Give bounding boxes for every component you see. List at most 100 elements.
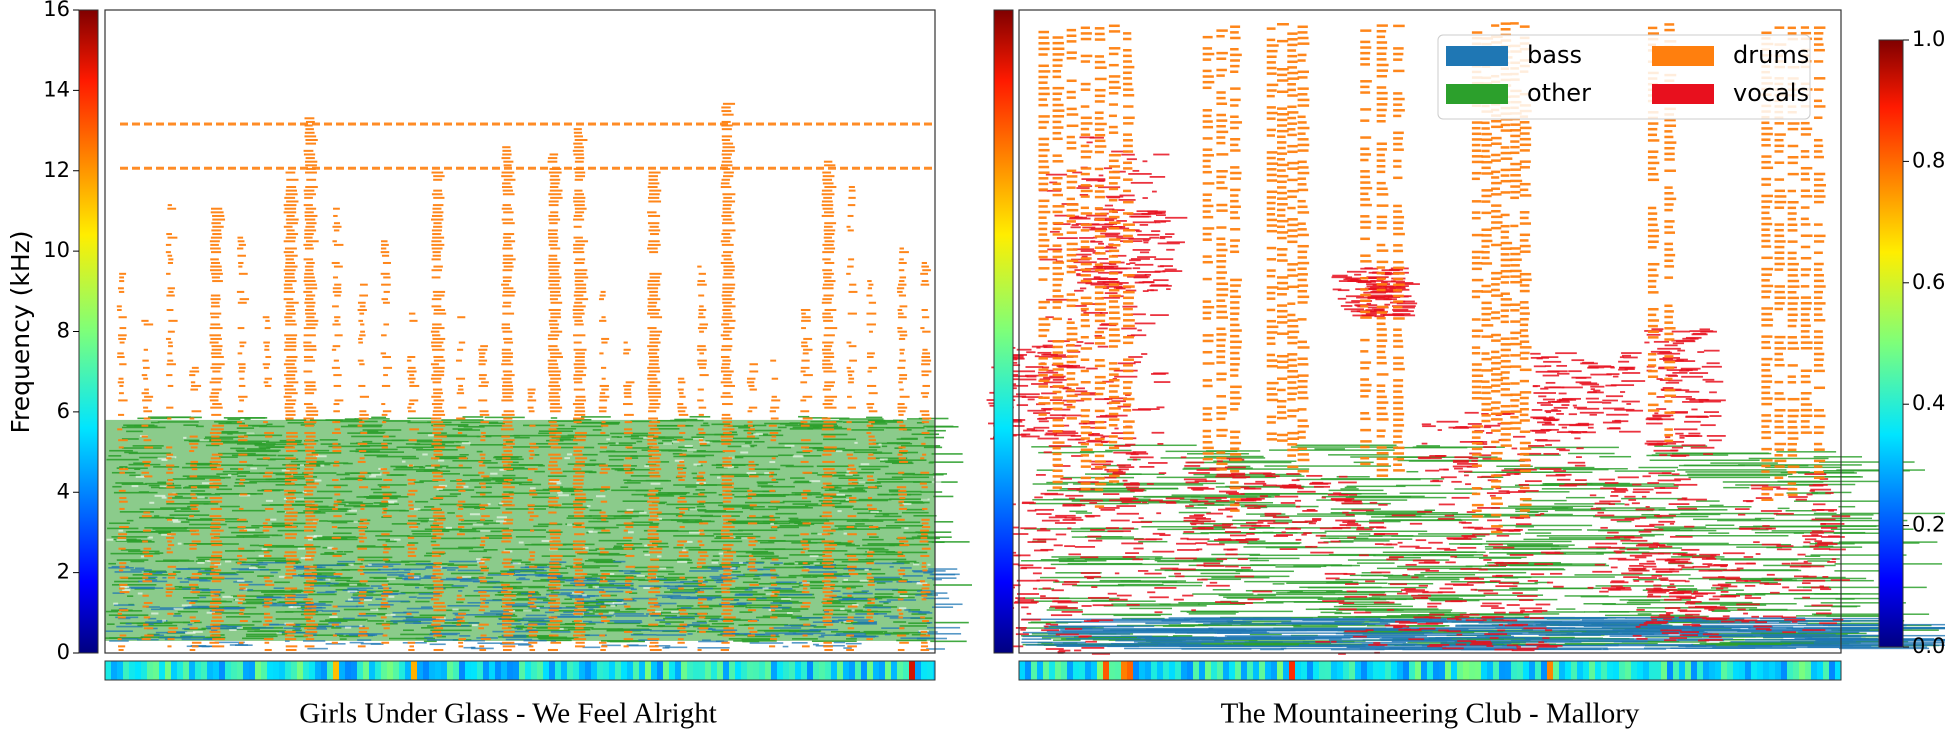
mask-texture (700, 443, 707, 445)
mask-texture (600, 385, 609, 387)
mask-texture (890, 617, 923, 619)
mask-texture (1677, 506, 1752, 508)
mask-texture (835, 506, 852, 508)
mask-texture (567, 523, 572, 525)
mask-texture (922, 396, 928, 398)
mask-texture (306, 385, 316, 387)
mask-texture (304, 280, 316, 282)
mask-texture (383, 302, 390, 304)
mask-texture (589, 515, 629, 517)
mask-texture (383, 479, 392, 481)
mask-texture (575, 606, 584, 608)
mask-texture (723, 627, 734, 629)
mask-texture (286, 432, 298, 434)
mask-texture (501, 175, 512, 177)
mask-texture (284, 197, 295, 199)
mask-texture (898, 591, 907, 593)
mask-texture (678, 587, 684, 589)
mask-texture (358, 385, 365, 387)
mask-texture (877, 478, 902, 480)
mask-texture (624, 572, 641, 574)
mask-texture (624, 606, 630, 608)
mask-texture (502, 454, 513, 456)
mask-texture (698, 588, 714, 590)
mask-texture (431, 457, 439, 459)
mask-texture (360, 566, 365, 568)
mask-texture (503, 475, 516, 477)
mask-texture (397, 446, 439, 448)
mask-texture (117, 559, 149, 561)
mask-texture (549, 540, 560, 542)
mask-texture (673, 456, 705, 458)
mask-texture (305, 425, 314, 427)
mask-texture (385, 614, 395, 616)
mask-texture (769, 425, 777, 427)
mask-texture (211, 501, 223, 503)
mask-texture (824, 248, 835, 250)
mask-texture (722, 457, 732, 459)
mask-texture (876, 123, 884, 126)
mask-texture (503, 439, 515, 441)
mask-texture (600, 577, 606, 579)
mask-texture (933, 584, 972, 586)
mask-texture (899, 613, 903, 615)
mask-texture (723, 338, 732, 340)
mask-texture (550, 153, 559, 155)
mask-texture (317, 577, 352, 579)
mask-texture (120, 167, 128, 170)
mask-texture (824, 161, 832, 163)
mask-texture (216, 167, 224, 170)
mask-texture (922, 309, 928, 311)
mask-texture (899, 497, 905, 499)
mask-texture (143, 410, 152, 412)
mask-texture (803, 548, 809, 550)
mask-texture (866, 559, 907, 561)
mask-texture (649, 446, 659, 448)
time-colorstrip-cell (465, 661, 471, 680)
mask-texture (648, 396, 660, 398)
mask-texture (136, 476, 145, 478)
mask-texture (408, 504, 413, 506)
mask-texture (360, 331, 365, 333)
mask-texture (823, 276, 831, 278)
mask-texture (700, 374, 709, 376)
mask-texture (678, 642, 685, 644)
mask-texture (285, 262, 295, 264)
time-colorstrip-cell (423, 661, 429, 680)
mask-texture (284, 342, 296, 344)
mask-texture (695, 520, 711, 522)
mask-texture (452, 609, 458, 611)
mask-texture (867, 609, 871, 611)
mask-texture (332, 240, 336, 242)
time-colorstrip-cell (189, 661, 195, 680)
mask-texture (306, 305, 314, 307)
mask-texture (144, 616, 150, 618)
mask-texture (801, 551, 805, 553)
mask-texture (601, 620, 610, 622)
mask-texture (1325, 531, 1428, 533)
mask-texture (119, 276, 124, 278)
mask-texture (320, 465, 324, 467)
mask-texture (647, 638, 659, 640)
mask-texture (384, 291, 390, 293)
mask-texture (853, 635, 867, 637)
y-tick-label: 16 (43, 0, 70, 21)
mask-texture (574, 135, 583, 137)
mask-texture (432, 258, 441, 260)
mask-texture (849, 501, 856, 503)
mask-texture (264, 367, 269, 369)
mask-texture (564, 598, 572, 600)
mask-texture (400, 634, 432, 636)
mask-texture (359, 613, 366, 615)
mask-texture (107, 539, 114, 541)
mask-texture (189, 544, 196, 546)
mask-texture (847, 266, 854, 268)
mask-texture (548, 258, 557, 260)
mask-texture (721, 349, 732, 351)
mask-texture (190, 389, 198, 391)
mask-texture (503, 269, 513, 271)
mask-texture (769, 645, 775, 647)
mask-texture (823, 566, 835, 568)
mask-texture (502, 389, 513, 391)
mask-texture (305, 320, 318, 322)
